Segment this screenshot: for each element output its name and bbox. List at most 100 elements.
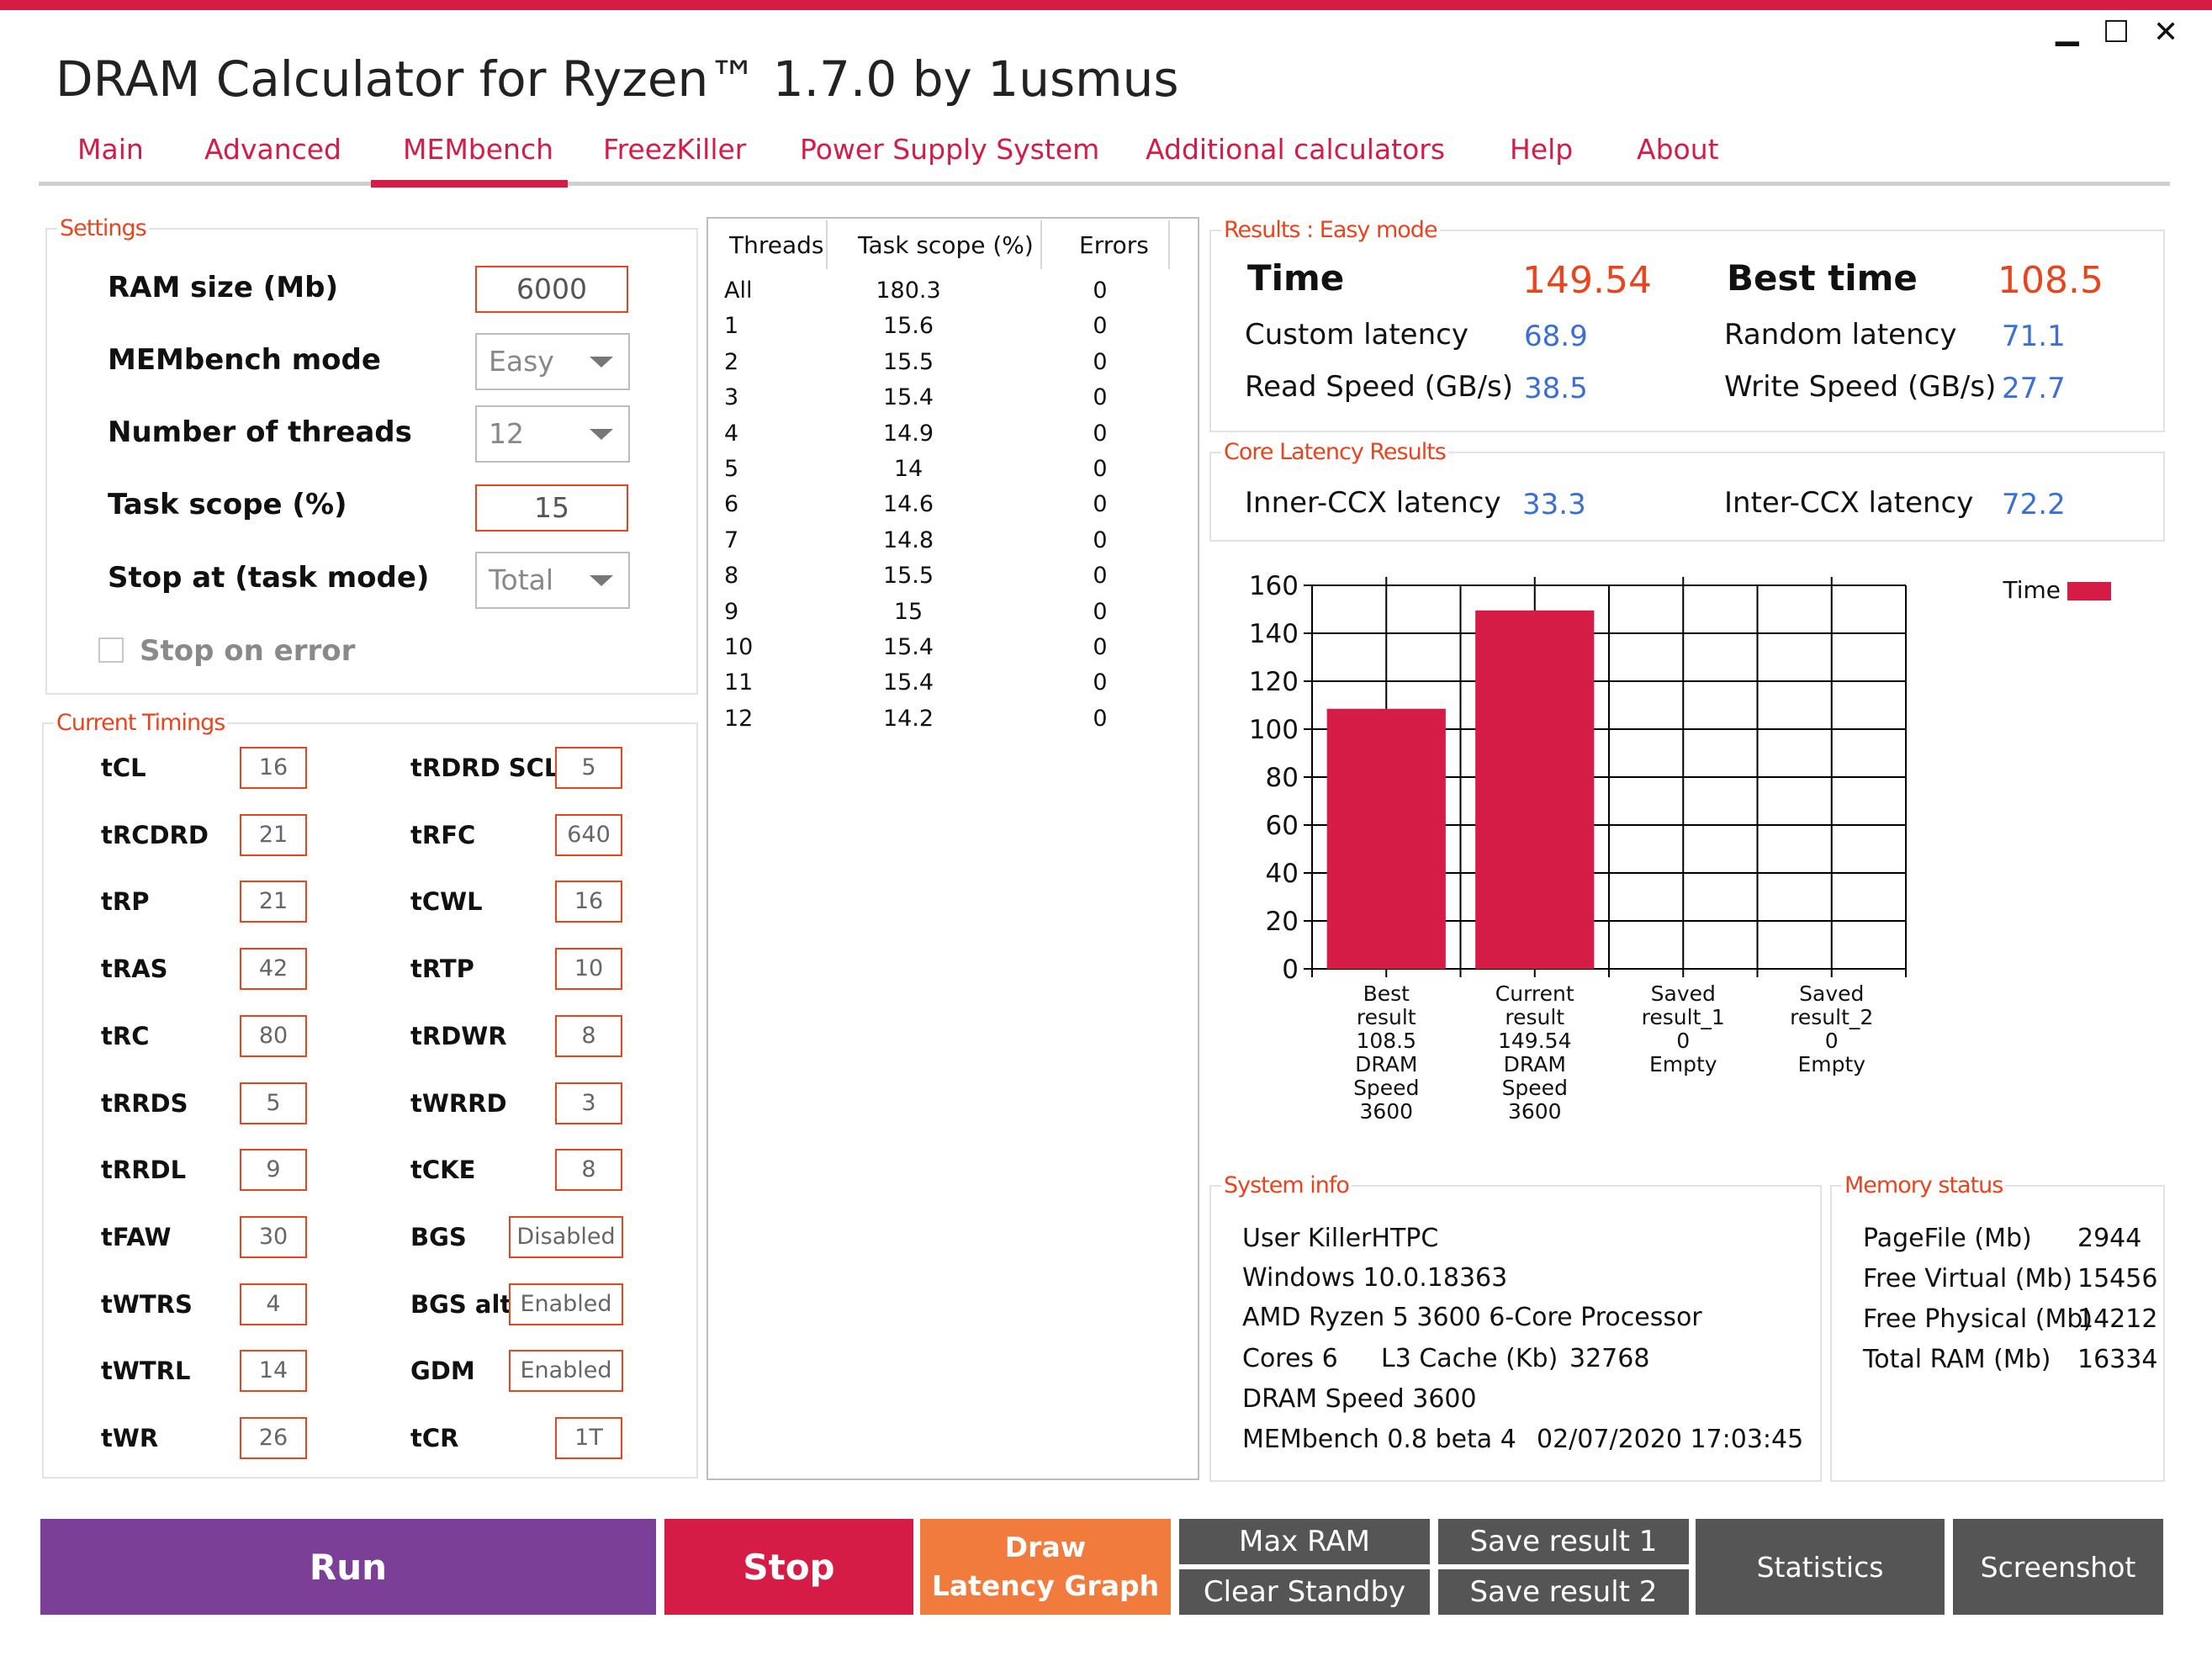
minimize-icon[interactable]: ▁ (2056, 12, 2079, 46)
table-row[interactable]: 9 15 0 (708, 595, 1196, 629)
core-latency-legend: Core Latency Results (1224, 439, 1447, 465)
table-cell: 0 (1093, 634, 1108, 660)
random-latency-label: Random latency (1724, 318, 1957, 352)
save-result-1-button[interactable]: Save result 1 (1438, 1519, 1689, 1564)
tab-membench[interactable]: MEMbench (403, 133, 554, 166)
table-cell: 8 (724, 563, 739, 590)
table-cell: 0 (1093, 598, 1108, 625)
task-scope-input[interactable]: 15 (475, 484, 628, 532)
app-title: DRAM Calculator for Ryzen™ 1.7.0 by 1usm… (56, 50, 1179, 108)
memory-status-group: Memory status (1830, 1172, 2165, 1482)
table-row[interactable]: 1 15.6 0 (708, 309, 1196, 343)
timing-label: tCL (101, 754, 146, 782)
timing-value[interactable]: 5 (555, 747, 622, 789)
threads-select[interactable]: 12 (475, 405, 630, 463)
timing-value[interactable]: 8 (555, 1149, 622, 1192)
stop-on-error-checkbox[interactable] (98, 637, 124, 663)
timing-value[interactable]: 10 (555, 948, 622, 991)
timing-value[interactable]: 8 (555, 1014, 622, 1057)
active-tab-indicator (371, 180, 568, 188)
tab-about[interactable]: About (1637, 133, 1719, 166)
x-category-label: Empty (1797, 1052, 1865, 1076)
bar (1326, 708, 1446, 969)
stop-button[interactable]: Stop (664, 1519, 913, 1615)
y-tick-label: 160 (1249, 571, 1299, 601)
timing-value[interactable]: 21 (240, 881, 307, 923)
settings-legend: Settings (60, 215, 147, 241)
maximize-icon[interactable]: ☐ (2103, 15, 2130, 50)
best-time-value: 108.5 (1998, 259, 2104, 302)
errors-header[interactable]: Errors (1079, 231, 1149, 259)
table-row[interactable]: 3 15.4 0 (708, 381, 1196, 415)
timing-value[interactable]: Enabled (509, 1350, 623, 1393)
table-cell: 0 (1093, 420, 1108, 447)
table-cell: 15.6 (882, 313, 934, 340)
table-row[interactable]: 2 15.5 0 (708, 346, 1196, 379)
table-row[interactable]: 11 15.4 0 (708, 666, 1196, 700)
table-row[interactable]: 10 15.4 0 (708, 631, 1196, 664)
timing-value[interactable]: 1T (555, 1417, 622, 1459)
timing-label: GDM (410, 1357, 475, 1386)
x-category-label: result_1 (1642, 1005, 1725, 1029)
timing-label: BGS alt (410, 1289, 512, 1319)
ram-size-input[interactable]: 6000 (475, 266, 628, 313)
close-icon[interactable]: ✕ (2153, 15, 2179, 50)
tab-freezkiller[interactable]: FreezKiller (603, 133, 747, 166)
timing-value[interactable]: 42 (240, 948, 307, 991)
table-row[interactable]: 8 15.5 0 (708, 559, 1196, 593)
tab-main[interactable]: Main (77, 133, 144, 166)
table-row[interactable]: 4 14.9 0 (708, 417, 1196, 451)
table-row[interactable]: All 180.3 0 (708, 274, 1196, 308)
draw-latency-graph-button[interactable]: Draw Latency Graph (920, 1519, 1171, 1615)
membench-mode-select[interactable]: Easy (475, 333, 630, 390)
timing-value[interactable]: 5 (240, 1082, 307, 1124)
timing-value[interactable]: 4 (240, 1283, 307, 1325)
draw-graph-line1: Draw (1004, 1531, 1087, 1563)
timing-value[interactable]: 9 (240, 1149, 307, 1192)
timing-value[interactable]: Enabled (509, 1283, 623, 1325)
max-ram-button[interactable]: Max RAM (1179, 1519, 1430, 1564)
table-row[interactable]: 5 14 0 (708, 452, 1196, 486)
random-latency-value: 71.1 (2002, 320, 2066, 353)
timing-value[interactable]: 30 (240, 1215, 307, 1258)
table-row[interactable]: 6 14.6 0 (708, 488, 1196, 521)
timing-value[interactable]: 640 (555, 813, 622, 856)
table-cell: 2 (724, 348, 739, 375)
table-cell: 0 (1093, 705, 1108, 732)
table-row[interactable]: 7 14.8 0 (708, 524, 1196, 558)
timing-value[interactable]: 16 (240, 747, 307, 789)
timing-label: tRDRD SCL (410, 754, 560, 782)
y-tick-label: 100 (1249, 715, 1299, 745)
timing-value[interactable]: 80 (240, 1014, 307, 1057)
table-header-divider (826, 220, 828, 269)
timing-value[interactable]: Disabled (509, 1215, 623, 1258)
memory-status-value: 2944 (2077, 1224, 2142, 1253)
table-cell: 15.4 (882, 384, 934, 411)
table-cell: 7 (724, 526, 739, 553)
timing-value[interactable]: 3 (555, 1082, 622, 1124)
timing-label: tRDWR (410, 1021, 507, 1050)
screenshot-button[interactable]: Screenshot (1953, 1519, 2163, 1615)
save-result-2-button[interactable]: Save result 2 (1438, 1569, 1689, 1615)
task-scope-header[interactable]: Task scope (%) (858, 231, 1034, 259)
timing-value[interactable]: 14 (240, 1350, 307, 1393)
table-cell: 3 (724, 384, 739, 411)
threads-header[interactable]: Threads (729, 231, 824, 259)
clear-standby-button[interactable]: Clear Standby (1179, 1569, 1430, 1615)
timing-value[interactable]: 21 (240, 813, 307, 856)
tab-advanced[interactable]: Advanced (204, 133, 342, 166)
tab-additional-calculators[interactable]: Additional calculators (1146, 133, 1446, 166)
timing-value[interactable]: 26 (240, 1417, 307, 1459)
threads-table (706, 217, 1199, 1480)
membench-version: MEMbench 0.8 beta 4 (1242, 1425, 1516, 1454)
timing-value[interactable]: 16 (555, 881, 622, 923)
statistics-button[interactable]: Statistics (1696, 1519, 1945, 1615)
tab-help[interactable]: Help (1510, 133, 1574, 166)
tab-power-supply-system[interactable]: Power Supply System (800, 133, 1100, 166)
table-row[interactable]: 12 14.2 0 (708, 702, 1196, 736)
current-timings-group: Current Timings (42, 710, 698, 1479)
stop-at-select[interactable]: Total (475, 552, 630, 609)
table-cell: 15.4 (882, 634, 934, 660)
run-button[interactable]: Run (40, 1519, 656, 1615)
write-speed-label: Write Speed (GB/s) (1724, 370, 1997, 404)
